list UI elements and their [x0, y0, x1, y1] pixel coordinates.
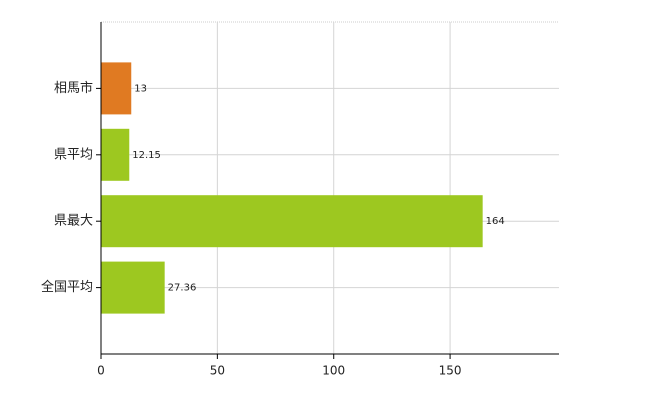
x-tick-label: 150 [439, 364, 462, 378]
value-label: 27.36 [168, 283, 197, 294]
y-tick-label: 県平均 [54, 147, 93, 162]
bar [101, 261, 165, 314]
x-tick-label: 0 [97, 364, 105, 378]
value-label: 13 [134, 83, 147, 94]
y-tick-label: 県最大 [54, 214, 93, 229]
bar [101, 195, 483, 248]
value-label: 12.15 [132, 150, 161, 161]
x-tick-label: 50 [210, 364, 225, 378]
y-tick-label: 相馬市 [54, 80, 93, 96]
bar [101, 128, 130, 181]
value-label: 164 [486, 216, 505, 227]
x-tick-label: 100 [322, 364, 345, 378]
y-tick-label: 全国平均 [41, 279, 93, 295]
bar [101, 62, 132, 115]
